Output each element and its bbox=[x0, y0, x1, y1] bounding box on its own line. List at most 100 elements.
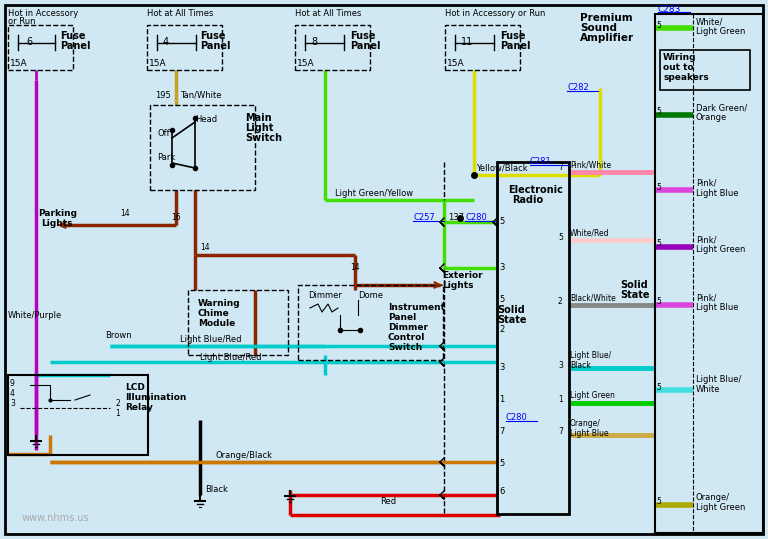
Text: White/Red: White/Red bbox=[570, 229, 610, 238]
Text: 14: 14 bbox=[350, 264, 359, 273]
Text: Fuse: Fuse bbox=[350, 31, 376, 41]
Text: Dimmer: Dimmer bbox=[308, 292, 342, 301]
Text: Sound: Sound bbox=[580, 23, 617, 33]
Text: Off: Off bbox=[157, 128, 170, 137]
Text: Light Blue: Light Blue bbox=[696, 303, 739, 313]
Text: 16: 16 bbox=[171, 213, 180, 223]
Text: Hot at All Times: Hot at All Times bbox=[295, 9, 362, 17]
Text: Light Green: Light Green bbox=[696, 503, 746, 513]
Text: 14: 14 bbox=[200, 244, 210, 252]
Text: 15A: 15A bbox=[447, 59, 465, 67]
Text: Black/White: Black/White bbox=[570, 294, 616, 302]
Text: C281: C281 bbox=[530, 157, 551, 167]
Text: White/: White/ bbox=[696, 17, 723, 26]
Text: 2: 2 bbox=[115, 398, 120, 407]
Text: White/Purple: White/Purple bbox=[8, 310, 62, 320]
Text: Fuse: Fuse bbox=[500, 31, 525, 41]
Text: 15A: 15A bbox=[297, 59, 315, 67]
Bar bbox=[188, 290, 288, 355]
Bar bbox=[8, 375, 148, 455]
Text: Light Blue/Red: Light Blue/Red bbox=[180, 335, 241, 344]
Text: 195: 195 bbox=[155, 91, 170, 100]
Text: 5: 5 bbox=[558, 232, 563, 241]
Text: Orange/Black: Orange/Black bbox=[215, 452, 272, 460]
Text: 5: 5 bbox=[656, 298, 661, 307]
Text: 3: 3 bbox=[499, 264, 505, 273]
Text: Switch: Switch bbox=[388, 343, 422, 353]
Bar bbox=[8, 25, 73, 70]
Text: Red: Red bbox=[380, 497, 396, 507]
Text: 5: 5 bbox=[656, 497, 661, 507]
Text: Dimmer: Dimmer bbox=[388, 323, 428, 333]
Text: Lights: Lights bbox=[442, 280, 474, 289]
Text: 1: 1 bbox=[558, 396, 563, 404]
Bar bbox=[298, 285, 443, 360]
Text: 5: 5 bbox=[499, 460, 505, 468]
Text: 5: 5 bbox=[656, 107, 661, 116]
Text: Fuse: Fuse bbox=[60, 31, 85, 41]
Text: 15A: 15A bbox=[149, 59, 167, 67]
Text: 3: 3 bbox=[499, 363, 505, 372]
Text: Pink/: Pink/ bbox=[696, 178, 717, 188]
Text: Chime: Chime bbox=[198, 309, 230, 319]
Text: 5: 5 bbox=[499, 218, 505, 226]
Text: 14: 14 bbox=[120, 209, 130, 218]
Text: Light Blue/Red: Light Blue/Red bbox=[200, 354, 261, 363]
Bar bbox=[660, 50, 750, 90]
Bar bbox=[295, 25, 370, 70]
Text: Light Green: Light Green bbox=[696, 245, 746, 254]
Text: Black: Black bbox=[205, 486, 228, 494]
Text: Hot in Accessory: Hot in Accessory bbox=[8, 9, 78, 17]
Bar bbox=[445, 25, 520, 70]
Text: Dark Green/: Dark Green/ bbox=[696, 103, 747, 113]
Text: C280: C280 bbox=[465, 213, 487, 223]
Text: Module: Module bbox=[198, 320, 235, 328]
Text: Electronic: Electronic bbox=[508, 185, 563, 195]
Text: Black: Black bbox=[570, 362, 591, 370]
Text: Panel: Panel bbox=[388, 314, 416, 322]
Text: 6: 6 bbox=[499, 487, 505, 496]
Text: Lights: Lights bbox=[41, 218, 72, 227]
Text: Brown: Brown bbox=[105, 330, 131, 340]
Text: Orange/: Orange/ bbox=[570, 419, 601, 429]
Text: 6: 6 bbox=[26, 37, 32, 47]
Text: Orange: Orange bbox=[696, 114, 727, 122]
Text: Panel: Panel bbox=[200, 41, 230, 51]
Text: Main: Main bbox=[245, 113, 272, 123]
Text: Light Blue/: Light Blue/ bbox=[570, 351, 611, 361]
Text: 4: 4 bbox=[163, 37, 169, 47]
Text: Tan/White: Tan/White bbox=[180, 91, 221, 100]
Text: 2: 2 bbox=[558, 298, 563, 307]
Text: 11: 11 bbox=[461, 37, 473, 47]
Text: Pink/: Pink/ bbox=[696, 294, 717, 302]
Text: Hot in Accessory or Run: Hot in Accessory or Run bbox=[445, 9, 545, 17]
Text: Parking: Parking bbox=[38, 209, 77, 218]
Text: C283: C283 bbox=[658, 4, 681, 13]
Text: Solid: Solid bbox=[620, 280, 647, 290]
Text: Panel: Panel bbox=[60, 41, 91, 51]
Bar bbox=[147, 25, 222, 70]
Text: State: State bbox=[620, 290, 650, 300]
Text: Light Blue: Light Blue bbox=[696, 189, 739, 197]
Text: 5: 5 bbox=[656, 239, 661, 248]
Text: Solid: Solid bbox=[497, 305, 525, 315]
Text: Instrument: Instrument bbox=[388, 303, 445, 313]
Text: Light Blue: Light Blue bbox=[570, 430, 608, 439]
Text: Exterior: Exterior bbox=[442, 271, 482, 280]
Text: Light: Light bbox=[245, 123, 273, 133]
Text: Yellow/Black: Yellow/Black bbox=[476, 163, 528, 172]
Text: 3: 3 bbox=[10, 398, 15, 407]
Text: Fuse: Fuse bbox=[200, 31, 226, 41]
Text: Light Green: Light Green bbox=[696, 26, 746, 36]
Text: www.nhms.us: www.nhms.us bbox=[22, 513, 90, 523]
Text: Radio: Radio bbox=[512, 195, 543, 205]
Text: 3: 3 bbox=[558, 361, 563, 370]
Text: 9: 9 bbox=[10, 378, 15, 388]
Text: 15A: 15A bbox=[10, 59, 28, 67]
Text: Hot at All Times: Hot at All Times bbox=[147, 9, 214, 17]
Text: 1: 1 bbox=[115, 409, 120, 418]
Text: Light Blue/: Light Blue/ bbox=[696, 375, 741, 384]
Text: 2: 2 bbox=[499, 326, 505, 335]
Text: Premium: Premium bbox=[580, 13, 633, 23]
Text: Relay: Relay bbox=[125, 404, 153, 412]
